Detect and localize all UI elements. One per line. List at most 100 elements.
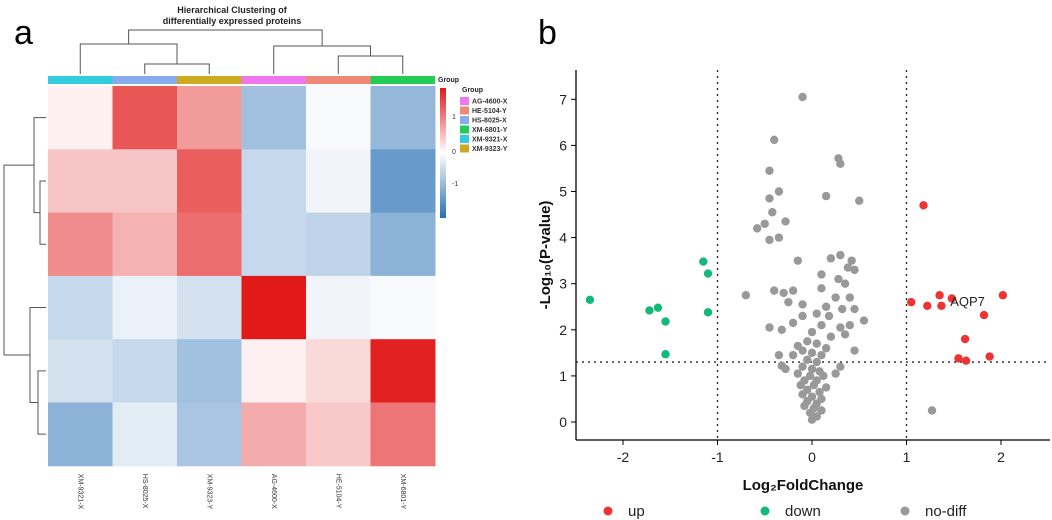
group-legend-header: Group xyxy=(462,87,483,94)
y-tick-label: 1 xyxy=(559,368,567,384)
point-no-diff xyxy=(826,332,836,341)
point-no-diff xyxy=(817,270,826,279)
legend-label-XM-9321-X: XM-9321-X xyxy=(472,137,508,144)
point-no-diff xyxy=(817,284,826,293)
point-up xyxy=(998,291,1008,300)
color-scale-tick: -1 xyxy=(452,181,458,188)
panel-label-b: b xyxy=(538,14,557,52)
point-no-diff xyxy=(765,194,774,203)
point-no-diff xyxy=(798,362,807,371)
heatmap-cell xyxy=(306,275,371,340)
legend-swatch-AG-4600-X xyxy=(460,97,469,105)
point-no-diff xyxy=(809,380,819,390)
heatmap-cell xyxy=(370,212,436,277)
heatmap-cell xyxy=(306,149,371,214)
point-no-diff xyxy=(836,159,845,169)
point-no-diff xyxy=(800,401,809,411)
point-no-diff xyxy=(803,355,812,364)
heatmap-cell xyxy=(112,212,178,277)
point-no-diff xyxy=(760,219,769,228)
point-down xyxy=(703,308,713,317)
point-no-diff xyxy=(817,350,826,360)
color-scale-tick: 1 xyxy=(452,114,456,121)
point-no-diff xyxy=(752,224,762,233)
point-no-diff xyxy=(819,371,828,381)
point-up xyxy=(954,354,963,363)
y-tick-label: 5 xyxy=(559,184,567,200)
point-down xyxy=(661,317,670,326)
heatmap-cell xyxy=(112,86,178,150)
point-no-diff xyxy=(793,369,803,378)
point-no-diff xyxy=(788,350,798,360)
heatmap-cell xyxy=(370,275,436,340)
x-tick-label: -1 xyxy=(711,449,724,465)
legend-marker-down xyxy=(760,506,770,516)
point-no-diff xyxy=(836,362,845,371)
point-no-diff xyxy=(838,304,847,314)
heatmap-cell xyxy=(48,86,113,150)
heatmap-cell xyxy=(306,339,371,403)
point-up xyxy=(947,294,957,303)
heatmap-cell xyxy=(177,212,242,277)
point-no-diff xyxy=(821,383,831,392)
heatmap-cell xyxy=(177,149,242,214)
point-no-diff xyxy=(807,327,817,337)
heatmap-cell xyxy=(112,339,178,403)
point-no-diff xyxy=(796,380,805,390)
point-no-diff xyxy=(836,323,845,332)
heatmap-cell xyxy=(112,402,178,467)
heatmap-cell xyxy=(177,402,242,467)
point-no-diff xyxy=(812,309,821,318)
dendro-link xyxy=(128,29,323,46)
heatmap-cell xyxy=(306,86,371,150)
point-down xyxy=(645,306,654,315)
column-label-AG-4600-X: AG-4600-X xyxy=(270,474,277,509)
dendro-link xyxy=(273,45,371,74)
point-up xyxy=(935,291,944,300)
point-no-diff xyxy=(850,346,859,355)
point-no-diff xyxy=(770,286,779,295)
point-no-diff xyxy=(845,293,854,302)
group-bar-AG-4600-X xyxy=(241,76,306,84)
point-no-diff xyxy=(805,371,815,381)
x-tick-label: -2 xyxy=(617,449,630,465)
point-no-diff xyxy=(777,325,786,334)
point-up xyxy=(961,356,971,365)
point-no-diff xyxy=(821,302,831,311)
point-down xyxy=(653,303,663,312)
heatmap-cell xyxy=(306,212,371,277)
point-no-diff xyxy=(798,311,807,321)
point-no-diff xyxy=(774,233,784,242)
x-tick-label: 2 xyxy=(997,449,1005,465)
column-dendrogram xyxy=(79,29,404,74)
heatmap-cell xyxy=(112,275,178,340)
point-no-diff xyxy=(741,291,751,300)
point-up xyxy=(919,201,928,210)
point-no-diff xyxy=(850,265,859,275)
point-no-diff xyxy=(765,235,774,245)
volcano-plot: 0 1 2 3 4 5 6 7 -2 -1 0 1 2 AQP7 Log₂FoldChange -Log₁₀(… xyxy=(537,70,1050,520)
point-no-diff xyxy=(821,344,831,353)
heatmap-cell xyxy=(306,402,371,467)
point-no-diff xyxy=(824,311,834,321)
panel-label-a: a xyxy=(14,14,33,52)
point-up xyxy=(985,352,994,361)
point-no-diff xyxy=(831,369,840,378)
point-no-diff xyxy=(765,166,774,175)
point-no-diff xyxy=(779,288,788,298)
group-bar-XM-9323-Y xyxy=(177,76,242,84)
legend-marker-no-diff xyxy=(900,506,910,516)
legend-label-HS-8025-X: HS-8025-X xyxy=(472,118,507,125)
group-bar-HE-5104-Y xyxy=(306,76,371,84)
point-no-diff xyxy=(843,263,853,272)
row-dendrogram xyxy=(3,117,46,435)
heatmap-cell xyxy=(370,339,436,403)
point-no-diff xyxy=(834,274,843,284)
column-label-XM-6801-Y: XM-6801-Y xyxy=(399,474,406,510)
y-tick-label: 4 xyxy=(559,230,567,246)
point-up xyxy=(937,301,946,311)
x-tick-label: 0 xyxy=(808,449,816,465)
y-tick-label: 3 xyxy=(559,276,567,292)
point-no-diff xyxy=(788,286,798,295)
point-no-diff xyxy=(784,297,793,307)
